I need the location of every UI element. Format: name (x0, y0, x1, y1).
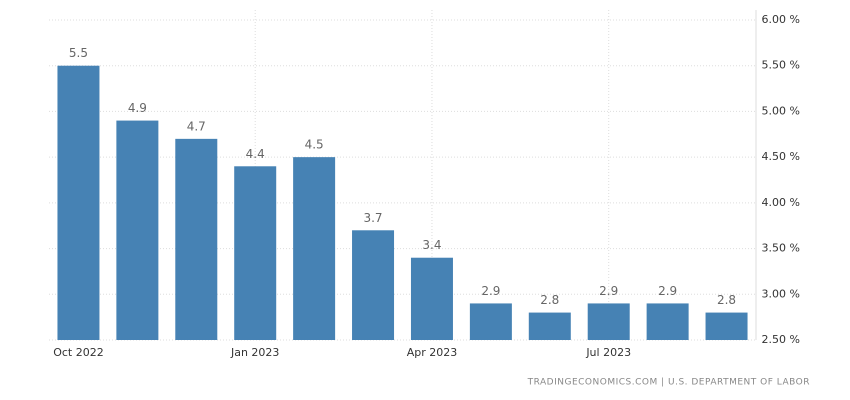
bar (352, 230, 395, 340)
data-label: 4.5 (305, 138, 324, 152)
data-label: 2.9 (599, 284, 618, 298)
source: TRADINGECONOMICS.COM | U.S. DEPARTMENT O… (527, 378, 810, 388)
x-tick-label: Jan 2023 (230, 346, 279, 359)
data-label: 4.4 (246, 147, 265, 161)
y-tick-label: 2.50 % (762, 333, 800, 346)
bar (116, 120, 159, 340)
bar (410, 257, 453, 340)
data-label: 3.4 (422, 238, 441, 252)
x-tick-label: Jul 2023 (585, 346, 631, 359)
data-label: 4.9 (128, 101, 147, 115)
bar (705, 312, 748, 340)
y-tick-label: 3.50 % (762, 242, 800, 255)
data-label: 2.9 (481, 284, 500, 298)
data-label: 4.7 (187, 119, 206, 133)
data-label: 5.5 (69, 46, 88, 60)
y-tick-label: 4.00 % (762, 196, 800, 209)
bar (234, 166, 277, 340)
data-label: 3.7 (363, 211, 382, 225)
bar (646, 303, 689, 340)
x-tick-label: Apr 2023 (407, 346, 458, 359)
bar (57, 65, 100, 340)
bar (175, 138, 218, 340)
data-label: 2.9 (658, 284, 677, 298)
data-label: 2.8 (717, 293, 736, 307)
y-tick-label: 3.00 % (762, 287, 800, 300)
y-tick-label: 5.50 % (762, 59, 800, 72)
y-tick-label: 5.00 % (762, 104, 800, 117)
y-tick-label: 6.00 % (762, 13, 800, 26)
data-label: 2.8 (540, 293, 559, 307)
bar (587, 303, 630, 340)
x-tick-label: Oct 2022 (53, 346, 104, 359)
bar (469, 303, 512, 340)
y-tick-label: 4.50 % (762, 150, 800, 163)
bar (528, 312, 571, 340)
bar (293, 157, 336, 340)
